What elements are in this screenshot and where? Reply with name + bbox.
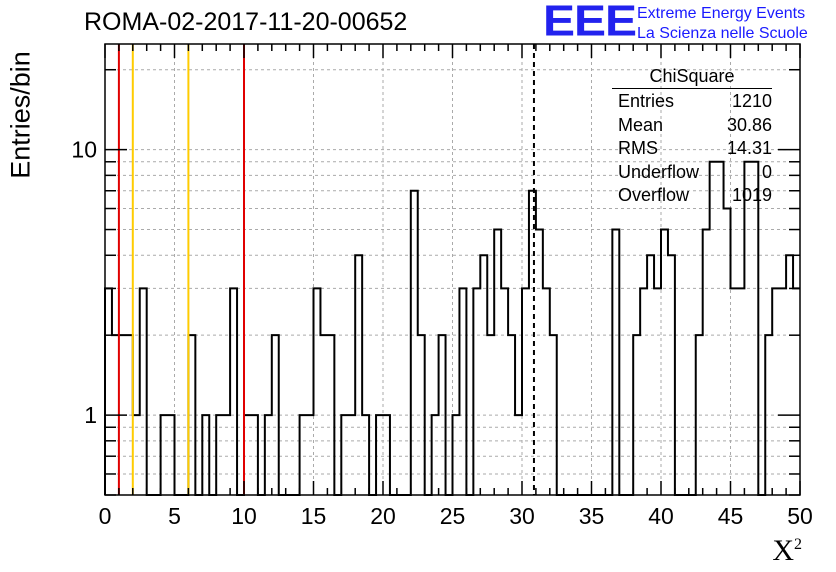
x-tick-label: 35	[579, 503, 605, 529]
stats-box: ChiSquare Entries 1210 Mean 30.86 RMS 14.31 Un…	[612, 66, 772, 208]
x-tick-label: 25	[440, 503, 466, 529]
x-tick-label: 40	[648, 503, 674, 529]
reference-lines	[117, 44, 535, 495]
stats-value: 30.86	[726, 114, 772, 135]
grid-lines	[104, 44, 801, 496]
eee-logo: EEE	[543, 0, 637, 46]
y-tick-label: 10	[71, 137, 97, 163]
stats-row: RMS 14.31	[612, 137, 772, 161]
x-tick-label: 15	[301, 503, 327, 529]
stats-label: Underflow	[618, 161, 700, 182]
stats-label: Entries	[618, 91, 675, 111]
logo-line2: La Scienza nelle Scuole	[637, 25, 808, 42]
logo-line1: Extreme Energy Events	[637, 5, 806, 22]
x-tick-label: 5	[168, 503, 181, 529]
stats-row: Overflow 1019	[612, 184, 772, 208]
stats-value: 1210	[731, 91, 772, 111]
logo-caption: Extreme Energy Events La Scienza nelle S…	[637, 4, 808, 44]
stats-label: RMS	[618, 138, 658, 158]
x-axis-label: X2	[772, 534, 802, 567]
tick-labels: 0 5 10 15 20 25 30 35 40 45 50 1 10	[71, 137, 812, 529]
axes	[104, 43, 801, 496]
chart-title: ROMA-02-2017-11-20-00652	[84, 8, 408, 36]
stats-header: ChiSquare	[612, 66, 772, 89]
y-tick-label: 1	[84, 402, 97, 428]
stats-row: Entries 1210	[612, 90, 772, 114]
x-tick-label: 0	[99, 503, 112, 529]
x-tick-label: 50	[787, 503, 813, 529]
x-tick-label: 10	[231, 503, 257, 529]
stats-row: Mean 30.86	[612, 114, 772, 138]
stats-value: 14.31	[726, 138, 772, 158]
x-tick-label: 20	[370, 503, 396, 529]
stats-value: 0	[761, 161, 772, 182]
y-axis-label: Entries/bin	[5, 51, 36, 179]
stats-value: 1019	[731, 185, 772, 205]
x-tick-label: 45	[718, 503, 744, 529]
stats-label: Overflow	[618, 185, 690, 205]
stats-label: Mean	[618, 114, 664, 135]
x-tick-label: 30	[509, 503, 535, 529]
stats-row: Underflow 0	[612, 161, 772, 185]
